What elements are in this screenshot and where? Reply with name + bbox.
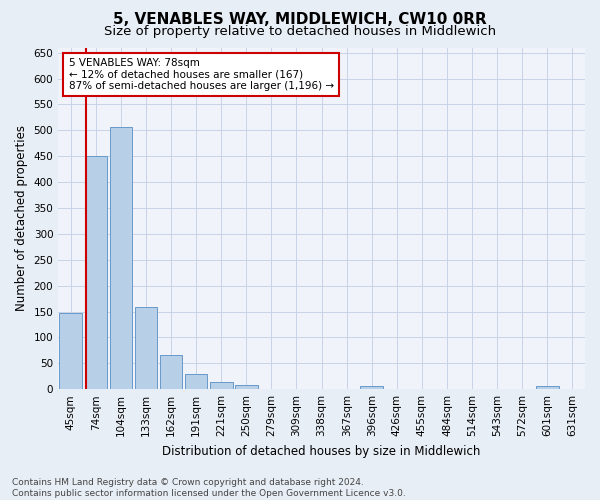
Y-axis label: Number of detached properties: Number of detached properties: [15, 126, 28, 312]
Bar: [59, 312, 82, 389]
Bar: [185, 374, 208, 389]
Bar: [110, 126, 132, 389]
Bar: [210, 382, 233, 389]
Text: Contains HM Land Registry data © Crown copyright and database right 2024.
Contai: Contains HM Land Registry data © Crown c…: [12, 478, 406, 498]
X-axis label: Distribution of detached houses by size in Middlewich: Distribution of detached houses by size …: [163, 444, 481, 458]
Bar: [235, 385, 257, 389]
Bar: [361, 386, 383, 389]
Bar: [134, 308, 157, 389]
Bar: [160, 355, 182, 389]
Text: Size of property relative to detached houses in Middlewich: Size of property relative to detached ho…: [104, 25, 496, 38]
Bar: [536, 386, 559, 389]
Bar: [85, 156, 107, 389]
Text: 5 VENABLES WAY: 78sqm
← 12% of detached houses are smaller (167)
87% of semi-det: 5 VENABLES WAY: 78sqm ← 12% of detached …: [69, 58, 334, 91]
Text: 5, VENABLES WAY, MIDDLEWICH, CW10 0RR: 5, VENABLES WAY, MIDDLEWICH, CW10 0RR: [113, 12, 487, 28]
